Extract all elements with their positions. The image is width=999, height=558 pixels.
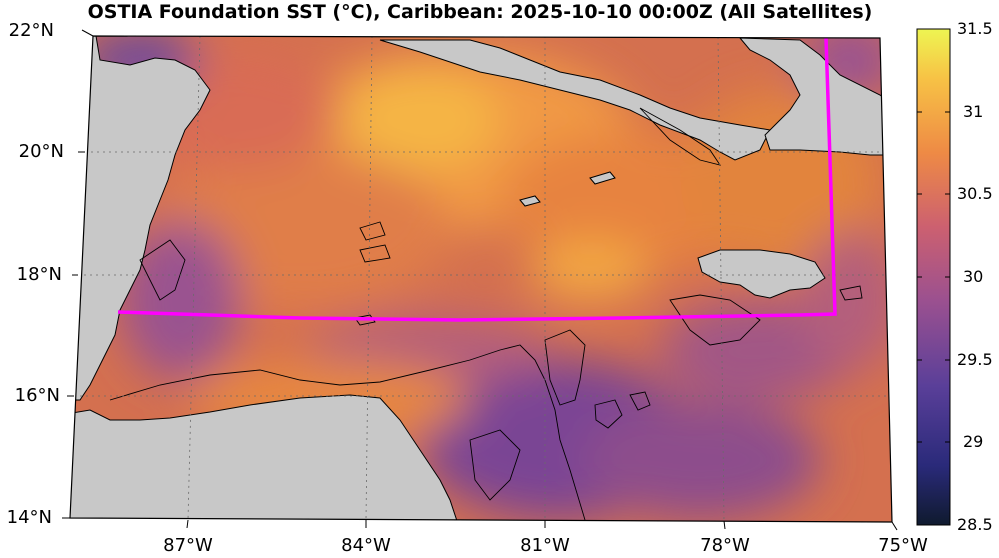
colorbar-label-30-5: 30.5 (957, 184, 993, 203)
colorbar-ticks (917, 28, 950, 526)
map-title: OSTIA Foundation SST (°C), Caribbean: 20… (87, 1, 873, 23)
land-masses (70, 36, 892, 522)
colorbar-label-31: 31 (963, 102, 984, 121)
colorbar-label-29-5: 29.5 (957, 350, 993, 369)
lat-label-18n: 18°N (16, 264, 62, 285)
colorbar (916, 28, 951, 526)
lat-label-16n: 16°N (14, 385, 60, 406)
lat-label-20n: 20°N (18, 141, 64, 162)
lon-label-75w: 75°W (878, 535, 928, 556)
sst-field (70, 36, 892, 522)
lon-label-84w: 84°W (341, 535, 391, 556)
lon-label-87w: 87°W (163, 535, 213, 556)
lon-label-78w: 78°W (700, 535, 750, 556)
axis-ticks (62, 29, 898, 531)
colorbar-label-31-5: 31.5 (957, 19, 993, 38)
lon-label-81w: 81°W (520, 535, 570, 556)
lat-label-14n: 14°N (6, 507, 52, 528)
highlight-region (117, 37, 837, 322)
depth-contours (109, 107, 863, 521)
colorbar-label-28-5: 28.5 (957, 515, 993, 534)
graticule (74, 36, 891, 522)
colorbar-label-29: 29 (963, 432, 984, 451)
lat-label-22n: 22°N (8, 20, 54, 41)
colorbar-label-30: 30 (963, 267, 984, 286)
